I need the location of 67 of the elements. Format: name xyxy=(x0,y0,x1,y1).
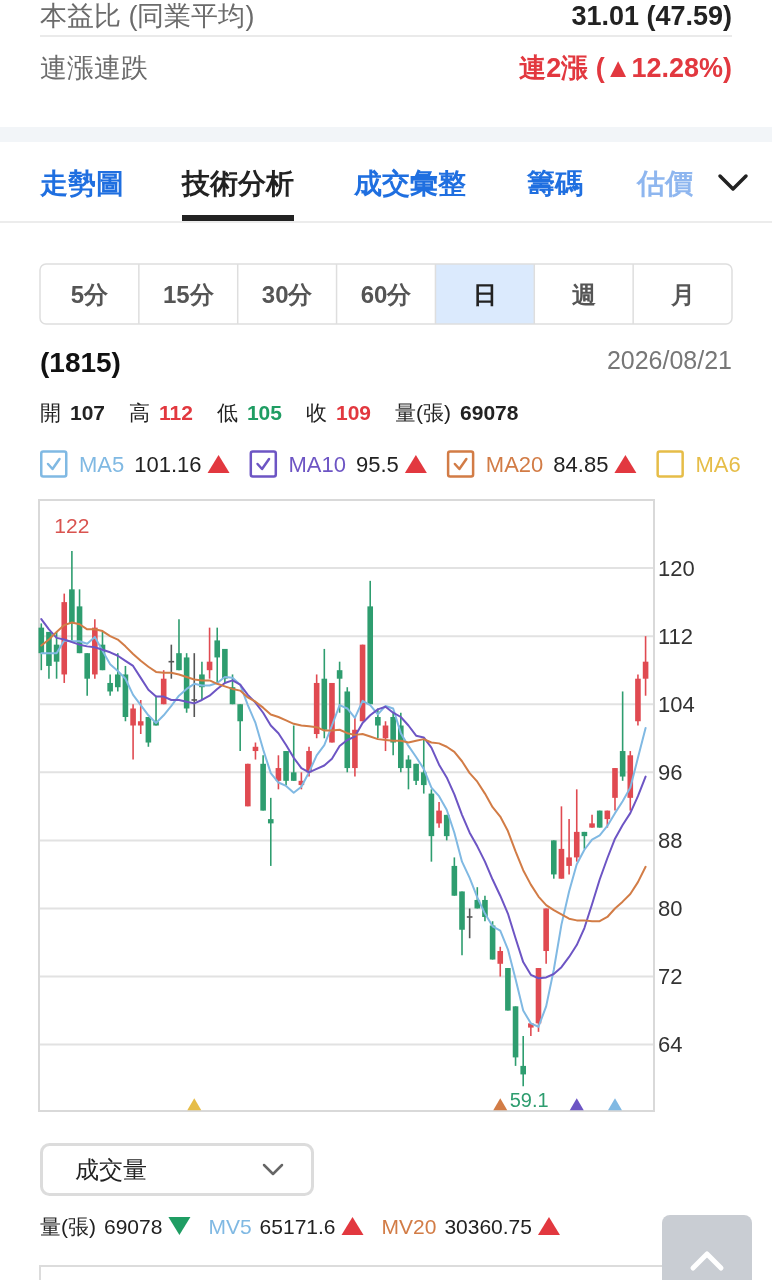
candlestick xyxy=(466,907,473,940)
text: 95.5 xyxy=(356,451,399,477)
text: MA6 xyxy=(695,451,741,477)
dropdown: 成交量 xyxy=(40,1143,314,1196)
candlestick xyxy=(176,618,182,671)
candlestick xyxy=(520,1035,526,1088)
legend-label: MA10 xyxy=(288,451,347,477)
candlestick xyxy=(497,945,504,978)
candlestick xyxy=(290,724,297,782)
text: 105 xyxy=(246,400,283,424)
candlestick xyxy=(420,737,427,795)
candlestick xyxy=(191,652,198,718)
text: 連漲連跌 xyxy=(40,53,148,83)
candlestick xyxy=(137,699,144,735)
candlestick xyxy=(443,814,450,842)
legend-label: MA5 xyxy=(79,451,125,477)
text: 量(張) xyxy=(395,400,452,424)
text: 69078 xyxy=(460,400,519,424)
annotation: 122 xyxy=(54,513,90,537)
y-tick-label: 88 xyxy=(658,827,683,853)
text: 109 xyxy=(335,400,372,424)
candlestick xyxy=(267,797,274,867)
y-tick-label: 64 xyxy=(658,1032,683,1058)
chart-subtitle: 2026/08/21 xyxy=(606,346,732,374)
text: 101.16 xyxy=(134,451,202,477)
text: 量(張) xyxy=(40,1214,96,1238)
y-tick-label: 112 xyxy=(658,623,694,649)
text: 收 xyxy=(305,400,327,424)
text: 30360.75 xyxy=(444,1214,532,1238)
text: 31.01 (47.59) xyxy=(571,1,732,31)
text: 69078 xyxy=(104,1214,163,1238)
text: MV5 xyxy=(208,1214,252,1238)
candlestick xyxy=(130,703,136,761)
y-tick-label: 80 xyxy=(658,895,683,921)
candlestick xyxy=(336,660,343,714)
text: 連2漲 (▲12.28%) xyxy=(519,53,732,83)
text: 107 xyxy=(70,400,106,424)
candlestick xyxy=(114,652,121,693)
y-tick-label: 120 xyxy=(658,555,695,581)
text: 低 xyxy=(216,400,238,424)
text: 高 xyxy=(129,400,151,424)
y-tick-label: 104 xyxy=(658,691,695,717)
candlestick xyxy=(107,673,113,697)
legend-label: MA20 xyxy=(485,451,544,477)
candlestick xyxy=(237,703,243,752)
text: 65171.6 xyxy=(259,1214,336,1238)
candlestick xyxy=(375,707,381,740)
chart-title: (1815) xyxy=(40,346,121,378)
y-tick-label: 96 xyxy=(658,759,683,785)
annotation: 59.1 xyxy=(509,1089,549,1112)
text: 成交彙整 xyxy=(353,167,466,199)
text: 籌碼 xyxy=(526,167,583,199)
text: 開 xyxy=(40,400,61,424)
text: 112 xyxy=(159,400,193,424)
candlestick xyxy=(436,801,442,829)
line-series xyxy=(40,621,647,923)
candlestick xyxy=(566,818,572,876)
text: 走勢圖 xyxy=(39,167,124,199)
interval-buttons: 5分 15分 30分 60分 日 週 月 xyxy=(39,263,733,325)
text: 本益比 (同業平均) xyxy=(40,1,255,31)
candlestick xyxy=(214,626,221,684)
text: 估價 xyxy=(635,167,694,199)
y-tick-label: 72 xyxy=(658,964,683,990)
text: 技術分析 xyxy=(181,167,294,199)
text: 84.85 xyxy=(553,451,609,477)
line-series xyxy=(40,618,647,980)
text: MV20 xyxy=(381,1214,437,1238)
